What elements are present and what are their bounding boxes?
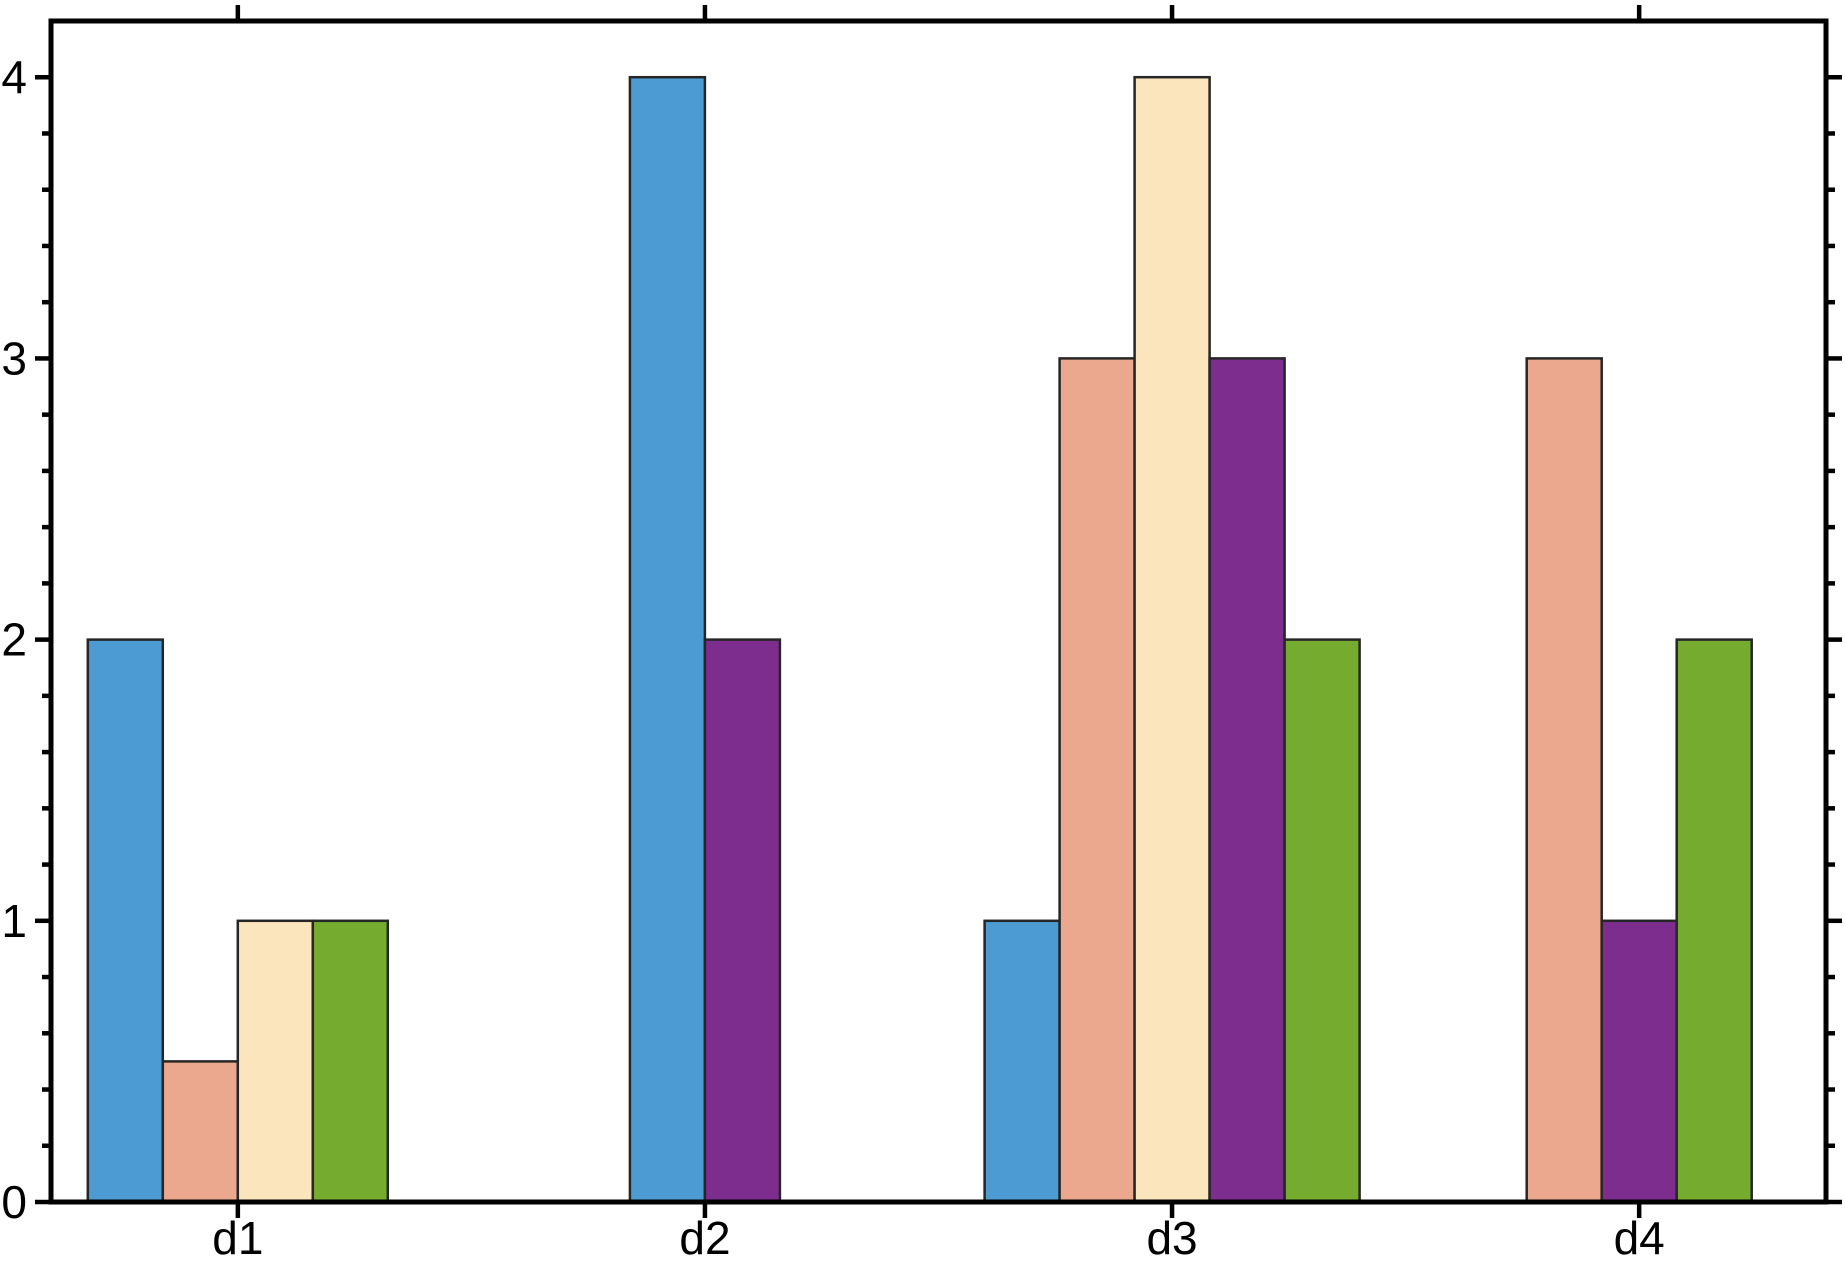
bar-d3-purple	[1208, 357, 1286, 1204]
bars-layer	[86, 75, 1753, 1204]
bar-d3-cream	[1133, 75, 1211, 1204]
bar-d1-salmon	[161, 1060, 240, 1204]
y-tick-label-1: 1	[1, 895, 27, 947]
plot-frame	[48, 18, 1829, 1205]
y-tick-label-0: 0	[1, 1176, 27, 1228]
bar-d1-cream	[236, 919, 315, 1204]
x-tick-label-d2: d2	[679, 1212, 730, 1263]
bar-d1-green	[311, 919, 390, 1204]
bar-d4-green	[1675, 638, 1753, 1204]
bar-d3-green	[1283, 638, 1361, 1204]
bar-d1-blue	[86, 638, 165, 1204]
x-tick-label-d4: d4	[1614, 1212, 1665, 1263]
bar-d2-blue	[628, 75, 707, 1204]
x-tick-label-d3: d3	[1146, 1212, 1197, 1263]
y-tick-label-3: 3	[1, 332, 27, 384]
bar-d3-blue	[983, 919, 1061, 1204]
bar-d2-purple	[703, 638, 782, 1204]
ticks-layer	[35, 5, 1842, 1218]
bar-d3-salmon	[1058, 357, 1136, 1204]
y-tick-label-4: 4	[1, 51, 27, 103]
y-tick-label-2: 2	[1, 614, 27, 666]
bar-d4-salmon	[1525, 357, 1603, 1204]
bar-d4-purple	[1600, 919, 1678, 1204]
x-tick-label-d1: d1	[212, 1212, 263, 1263]
